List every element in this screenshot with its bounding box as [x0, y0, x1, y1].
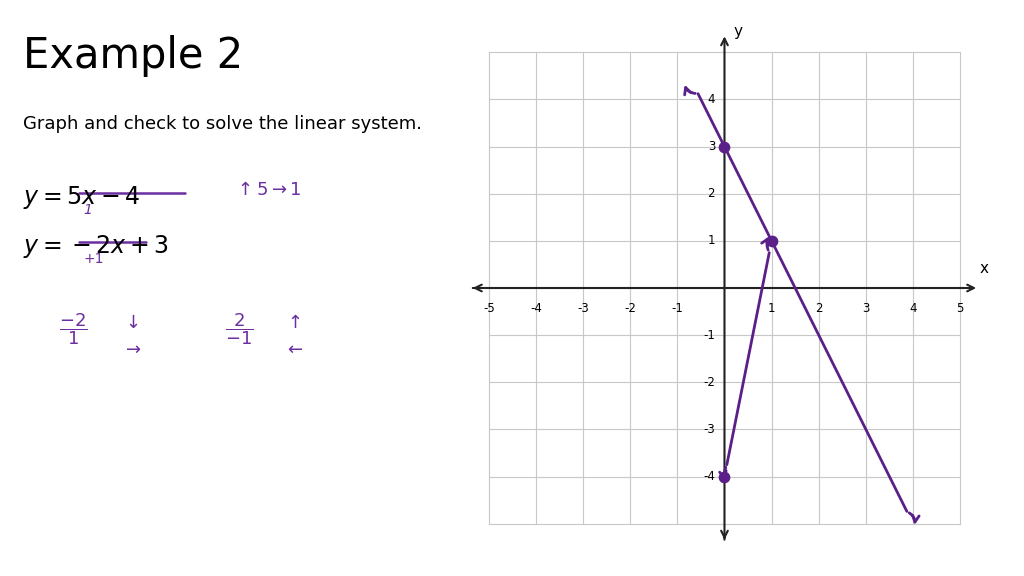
Point — [717, 472, 733, 481]
Text: 3: 3 — [708, 140, 715, 153]
Text: 1: 1 — [768, 302, 775, 315]
Text: $y = -2x + 3$: $y = -2x + 3$ — [23, 233, 168, 260]
Text: -2: -2 — [625, 302, 636, 315]
Text: -3: -3 — [578, 302, 589, 315]
Text: x: x — [979, 262, 988, 276]
Text: 1: 1 — [708, 234, 715, 247]
Text: -4: -4 — [703, 470, 715, 483]
Text: $y = 5x - 4$: $y = 5x - 4$ — [23, 184, 139, 211]
Text: $\dfrac{2}{-1}$: $\dfrac{2}{-1}$ — [225, 311, 254, 347]
Text: 5: 5 — [956, 302, 964, 315]
Text: -1: -1 — [703, 329, 715, 342]
Text: $\downarrow$: $\downarrow$ — [122, 314, 138, 332]
Text: -1: -1 — [672, 302, 683, 315]
Text: $\uparrow$: $\uparrow$ — [284, 314, 301, 332]
Text: $\dfrac{-2}{1}$: $\dfrac{-2}{1}$ — [58, 311, 87, 347]
Text: Example 2: Example 2 — [23, 35, 243, 77]
Point — [764, 236, 780, 245]
Text: $\leftarrow$: $\leftarrow$ — [284, 340, 303, 358]
Text: +1: +1 — [83, 252, 103, 266]
Text: 2: 2 — [708, 187, 715, 200]
Text: -4: -4 — [530, 302, 542, 315]
Text: 3: 3 — [862, 302, 869, 315]
Text: 1: 1 — [83, 203, 92, 217]
Text: 4: 4 — [909, 302, 916, 315]
Text: y: y — [734, 24, 742, 39]
Text: 4: 4 — [708, 93, 715, 106]
Text: 2: 2 — [815, 302, 822, 315]
Point — [717, 142, 733, 151]
Text: $\rightarrow$: $\rightarrow$ — [122, 340, 141, 358]
Text: -3: -3 — [703, 423, 715, 436]
Text: -5: -5 — [483, 302, 495, 315]
Text: $\uparrow 5 \rightarrow 1$: $\uparrow 5 \rightarrow 1$ — [234, 181, 302, 199]
Text: -2: -2 — [703, 376, 715, 389]
Text: Graph and check to solve the linear system.: Graph and check to solve the linear syst… — [23, 115, 422, 133]
